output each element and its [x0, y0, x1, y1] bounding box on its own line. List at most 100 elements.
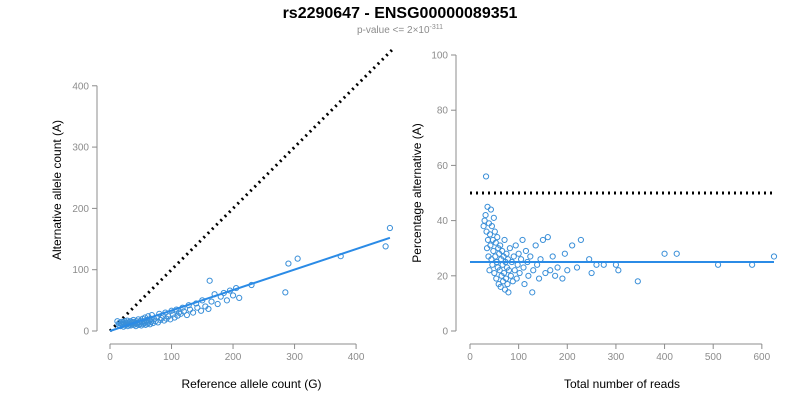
right-data-point — [490, 214, 497, 221]
right-data-point — [491, 228, 498, 235]
left-data-point — [229, 292, 237, 299]
right-data-point — [525, 272, 532, 279]
right-data-point — [484, 203, 491, 210]
right-x-tick-label: 100 — [510, 352, 527, 363]
right-data-point — [494, 234, 501, 241]
left-data-point — [294, 255, 301, 262]
right-data-point — [487, 206, 495, 213]
right-data-point — [529, 289, 536, 296]
chart-title: rs2290647 - ENSG00000089351 — [282, 5, 518, 22]
right-data-point — [522, 247, 530, 255]
right-data-point — [490, 247, 497, 255]
subtitle-base: 10 — [418, 25, 430, 36]
left-x-tick-label: 400 — [348, 352, 365, 363]
right-data-point — [564, 267, 571, 274]
left-x-axis-title: Reference allele count (G) — [181, 377, 321, 391]
left-data-point — [183, 311, 191, 319]
right-data-point — [493, 275, 500, 282]
left-data-point — [214, 300, 221, 308]
left-data-point — [171, 314, 178, 321]
right-data-point — [503, 250, 510, 257]
right-x-tick-label: 400 — [656, 352, 673, 363]
right-data-point — [516, 269, 523, 277]
right-data-point — [500, 269, 508, 277]
left-data-point — [282, 289, 289, 296]
right-data-point — [482, 211, 489, 219]
right-data-point — [483, 228, 490, 235]
right-data-point — [634, 278, 641, 285]
right-data-point — [577, 236, 584, 244]
right-data-point — [521, 280, 528, 288]
right-data-point — [547, 267, 554, 274]
left-y-axis-title: Alternative allele count (A) — [50, 120, 64, 260]
right-y-tick-label: 20 — [437, 271, 449, 282]
right-x-tick-label: 200 — [559, 352, 576, 363]
right-data-point — [549, 253, 556, 260]
left-data-point — [386, 224, 394, 232]
right-x-tick-label: 500 — [705, 352, 722, 363]
left-x-tick-label: 100 — [163, 352, 180, 363]
right-data-point — [569, 242, 576, 249]
left-reference-line — [108, 47, 395, 333]
left-data-point — [208, 298, 215, 305]
left-data-point — [197, 307, 205, 314]
right-y-tick-label: 100 — [431, 51, 448, 62]
right-data-point — [497, 242, 504, 249]
right-data-point — [491, 269, 498, 277]
right-data-point — [512, 242, 519, 249]
right-data-point — [483, 245, 491, 252]
right-data-point — [539, 236, 547, 244]
left-data-point — [194, 304, 201, 311]
right-data-point — [482, 173, 490, 180]
right-y-axis-title: Percentage alternative (A) — [410, 123, 424, 262]
left-data-point — [186, 306, 194, 313]
right-data-point — [480, 223, 487, 230]
left-data-point — [174, 312, 181, 319]
right-data-point — [507, 272, 514, 279]
left-data-point — [236, 294, 243, 301]
right-data-point — [510, 253, 517, 260]
right-data-point — [615, 267, 622, 274]
left-y-tick-label: 400 — [72, 81, 89, 92]
right-data-point — [501, 286, 509, 293]
right-data-point — [535, 275, 543, 282]
right-data-point — [673, 250, 680, 257]
right-y-tick-label: 0 — [442, 327, 448, 338]
right-data-point — [505, 289, 512, 296]
right-data-point — [573, 264, 581, 271]
right-y-tick-label: 40 — [437, 216, 449, 227]
right-data-point — [530, 267, 537, 274]
right-data-point — [502, 275, 510, 282]
right-data-point — [486, 231, 494, 238]
right-data-point — [661, 250, 668, 257]
right-x-axis-title: Total number of reads — [564, 377, 680, 391]
chart-subtitle: p-value <= 2×10-311 — [0, 24, 800, 36]
right-data-point — [501, 236, 508, 244]
right-data-point — [487, 242, 494, 249]
right-data-point — [497, 283, 504, 290]
right-data-point — [513, 275, 520, 282]
right-data-point — [505, 267, 513, 274]
right-data-point — [520, 264, 527, 271]
right-data-point — [542, 269, 549, 277]
right-data-point — [492, 239, 499, 246]
left-y-tick-label: 0 — [83, 327, 89, 338]
left-data-point — [205, 305, 212, 313]
right-x-tick-label: 0 — [467, 352, 473, 363]
right-data-point — [499, 247, 506, 255]
right-x-tick-label: 300 — [608, 352, 625, 363]
right-data-point — [486, 267, 493, 274]
left-fit-line — [109, 236, 391, 332]
left-data-point — [189, 309, 197, 316]
left-x-tick-label: 200 — [225, 352, 242, 363]
right-data-point — [559, 275, 566, 282]
right-data-point — [770, 253, 778, 260]
left-data-point — [223, 297, 230, 304]
right-data-point — [552, 272, 559, 279]
right-data-point — [532, 242, 539, 249]
right-data-point — [504, 280, 511, 288]
right-x-tick-label: 600 — [753, 352, 770, 363]
